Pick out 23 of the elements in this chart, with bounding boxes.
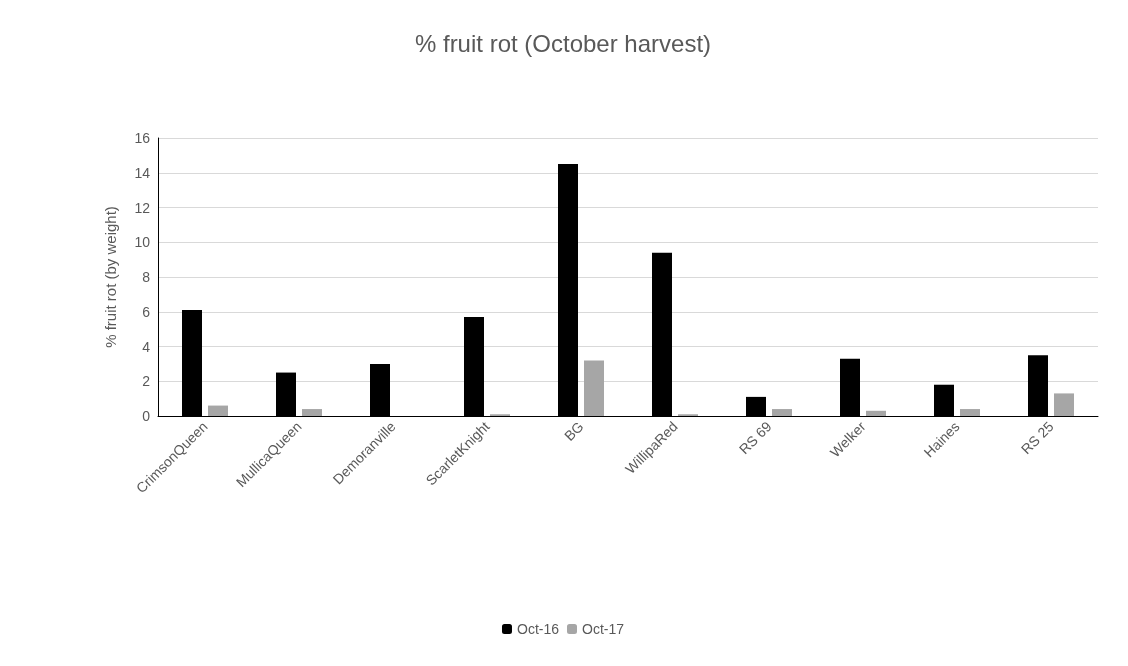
x-tick-label: BG	[561, 418, 587, 444]
x-tick-label: RS 25	[1017, 418, 1057, 458]
bar	[866, 410, 886, 416]
y-tick-label: 16	[134, 130, 151, 146]
y-tick-label: 6	[142, 303, 151, 320]
y-tick-label: 2	[142, 373, 151, 390]
legend-label: Oct-17	[582, 621, 625, 637]
x-tick-label: RS 69	[735, 418, 775, 458]
y-tick-label: 14	[134, 164, 151, 181]
y-tick-label: 0	[142, 408, 151, 424]
y-tick-label: 10	[134, 234, 151, 251]
chart-title: % fruit rot (October harvest)	[414, 29, 712, 57]
bar	[584, 360, 604, 416]
y-tick-label: 12	[134, 199, 151, 216]
y-axis-title: % fruit rot (by weight)	[102, 206, 119, 348]
bar	[302, 409, 322, 416]
bar	[772, 409, 792, 416]
legend-label: Oct-16	[516, 621, 560, 637]
y-tick-label: 8	[142, 269, 151, 285]
y-tick-label: 4	[142, 338, 151, 355]
bar	[208, 405, 228, 416]
bar	[960, 409, 980, 416]
bar	[1054, 393, 1074, 416]
